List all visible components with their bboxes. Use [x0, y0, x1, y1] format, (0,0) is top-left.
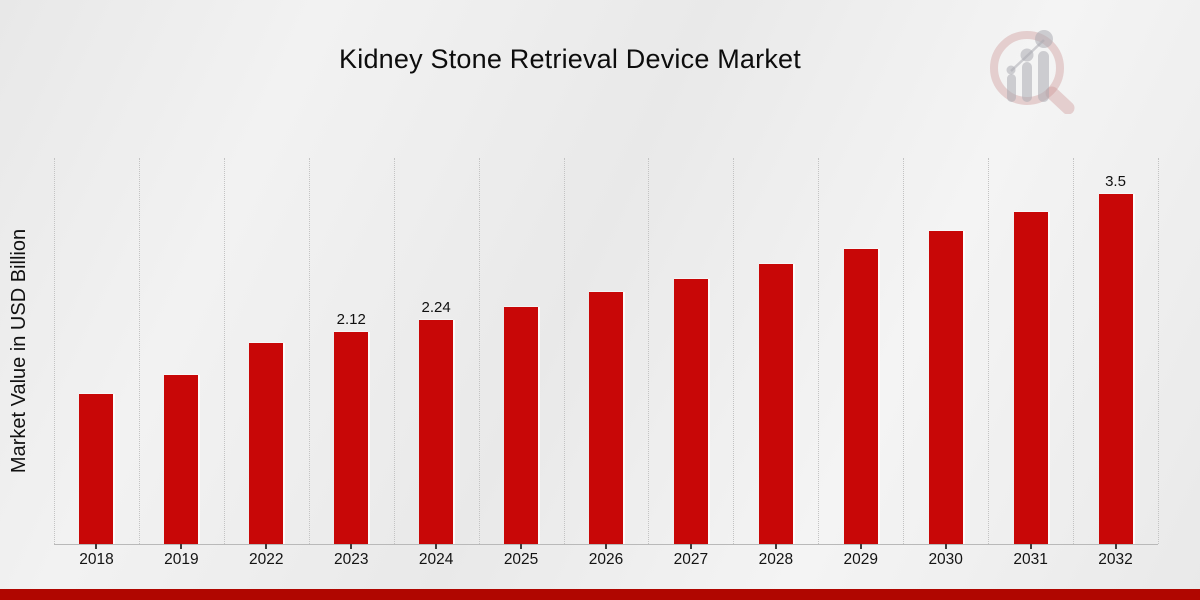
- gridline: [223, 158, 225, 544]
- chart-title: Kidney Stone Retrieval Device Market: [339, 44, 801, 74]
- bar-value-label: 3.5: [1105, 173, 1126, 190]
- x-tick-label-2024: 2024: [418, 551, 454, 568]
- bar-value-label: 2.12: [336, 311, 366, 328]
- x-axis-tick: [95, 544, 98, 549]
- gridline: [1073, 158, 1075, 544]
- bar-2018: [79, 394, 114, 544]
- x-axis-tick: [180, 544, 183, 549]
- x-tick-label-2029: 2029: [843, 551, 878, 568]
- x-axis-tick: [605, 544, 607, 549]
- y-axis-label: Market Value in USD Billion: [8, 228, 30, 474]
- x-tick-label-2023: 2023: [333, 551, 369, 568]
- x-tick-label-2019: 2019: [164, 551, 199, 568]
- x-tick-label-2027: 2027: [673, 551, 709, 568]
- gridline: [818, 158, 820, 544]
- plot-area: 2018 2019 2022 2.12 2023 2.24 2024 2025 2026 2027…: [54, 157, 1159, 568]
- x-axis-tick: [1029, 544, 1032, 549]
- x-axis-tick: [1114, 544, 1117, 549]
- bar-2029: [843, 249, 878, 544]
- bar-2022: [249, 343, 284, 544]
- bar-2024: [419, 320, 454, 544]
- bar-2031: [1013, 212, 1048, 544]
- gridline: [308, 158, 310, 544]
- bar-2025: [504, 307, 539, 544]
- gridline: [393, 158, 395, 544]
- bar-value-label: 2.24: [421, 299, 451, 316]
- footer-banner: [0, 589, 1200, 600]
- x-axis-tick: [435, 544, 438, 549]
- x-axis-tick: [265, 544, 268, 549]
- gridline: [54, 158, 55, 544]
- x-tick-label-2025: 2025: [503, 551, 539, 568]
- bar-2028: [758, 264, 793, 544]
- x-tick-label-2018: 2018: [79, 551, 114, 568]
- x-tick-label-2028: 2028: [758, 551, 794, 568]
- gridline: [1158, 158, 1159, 544]
- gridline: [563, 158, 565, 544]
- gridline: [733, 158, 735, 544]
- bar-2027: [673, 279, 708, 544]
- x-tick-label-2030: 2030: [928, 551, 963, 568]
- gridline: [478, 158, 480, 544]
- gridline: [903, 158, 905, 544]
- x-tick-label-2031: 2031: [1013, 551, 1048, 568]
- x-axis-tick: [774, 544, 777, 549]
- gridline: [988, 158, 990, 544]
- bar-2032: [1098, 194, 1133, 544]
- gridline: [138, 158, 140, 544]
- magnifier-bar-chart-icon: [990, 30, 1075, 115]
- x-axis-tick: [944, 544, 947, 549]
- bar-2030: [928, 231, 963, 544]
- x-axis-tick: [520, 544, 523, 549]
- x-tick-label-2032: 2032: [1098, 551, 1133, 568]
- x-axis-tick: [859, 544, 862, 549]
- bar-2026: [589, 292, 623, 544]
- brand-logo-icon: [983, 24, 1083, 115]
- x-tick-label-2022: 2022: [249, 551, 284, 568]
- gridline: [648, 158, 650, 544]
- x-axis-tick: [689, 544, 692, 549]
- bar-2023: [334, 332, 369, 544]
- x-axis-tick: [350, 544, 353, 549]
- bar-2019: [164, 375, 199, 544]
- x-tick-label-2026: 2026: [588, 551, 624, 568]
